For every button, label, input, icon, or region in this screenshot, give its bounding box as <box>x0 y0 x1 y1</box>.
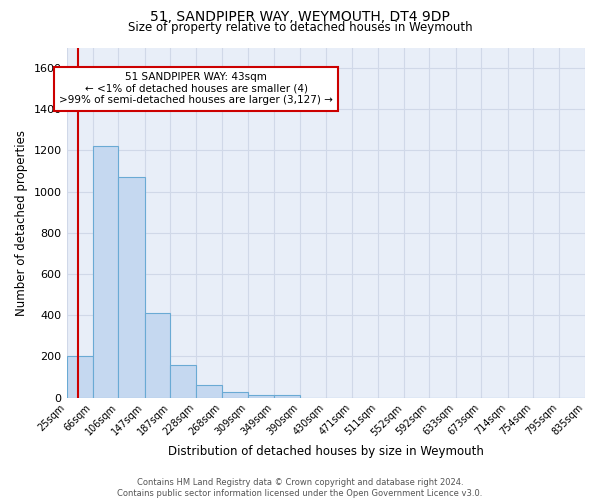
Y-axis label: Number of detached properties: Number of detached properties <box>15 130 28 316</box>
X-axis label: Distribution of detached houses by size in Weymouth: Distribution of detached houses by size … <box>168 444 484 458</box>
Text: 51 SANDPIPER WAY: 43sqm
← <1% of detached houses are smaller (4)
>99% of semi-de: 51 SANDPIPER WAY: 43sqm ← <1% of detache… <box>59 72 333 106</box>
Bar <box>145 313 170 398</box>
Bar <box>222 392 248 398</box>
Bar <box>93 146 118 398</box>
Bar <box>170 364 196 398</box>
Text: Size of property relative to detached houses in Weymouth: Size of property relative to detached ho… <box>128 21 472 34</box>
Bar <box>67 356 93 398</box>
Text: 51, SANDPIPER WAY, WEYMOUTH, DT4 9DP: 51, SANDPIPER WAY, WEYMOUTH, DT4 9DP <box>150 10 450 24</box>
Bar <box>118 178 145 398</box>
Bar <box>248 394 274 398</box>
Text: Contains HM Land Registry data © Crown copyright and database right 2024.
Contai: Contains HM Land Registry data © Crown c… <box>118 478 482 498</box>
Bar <box>274 394 300 398</box>
Bar <box>196 386 222 398</box>
